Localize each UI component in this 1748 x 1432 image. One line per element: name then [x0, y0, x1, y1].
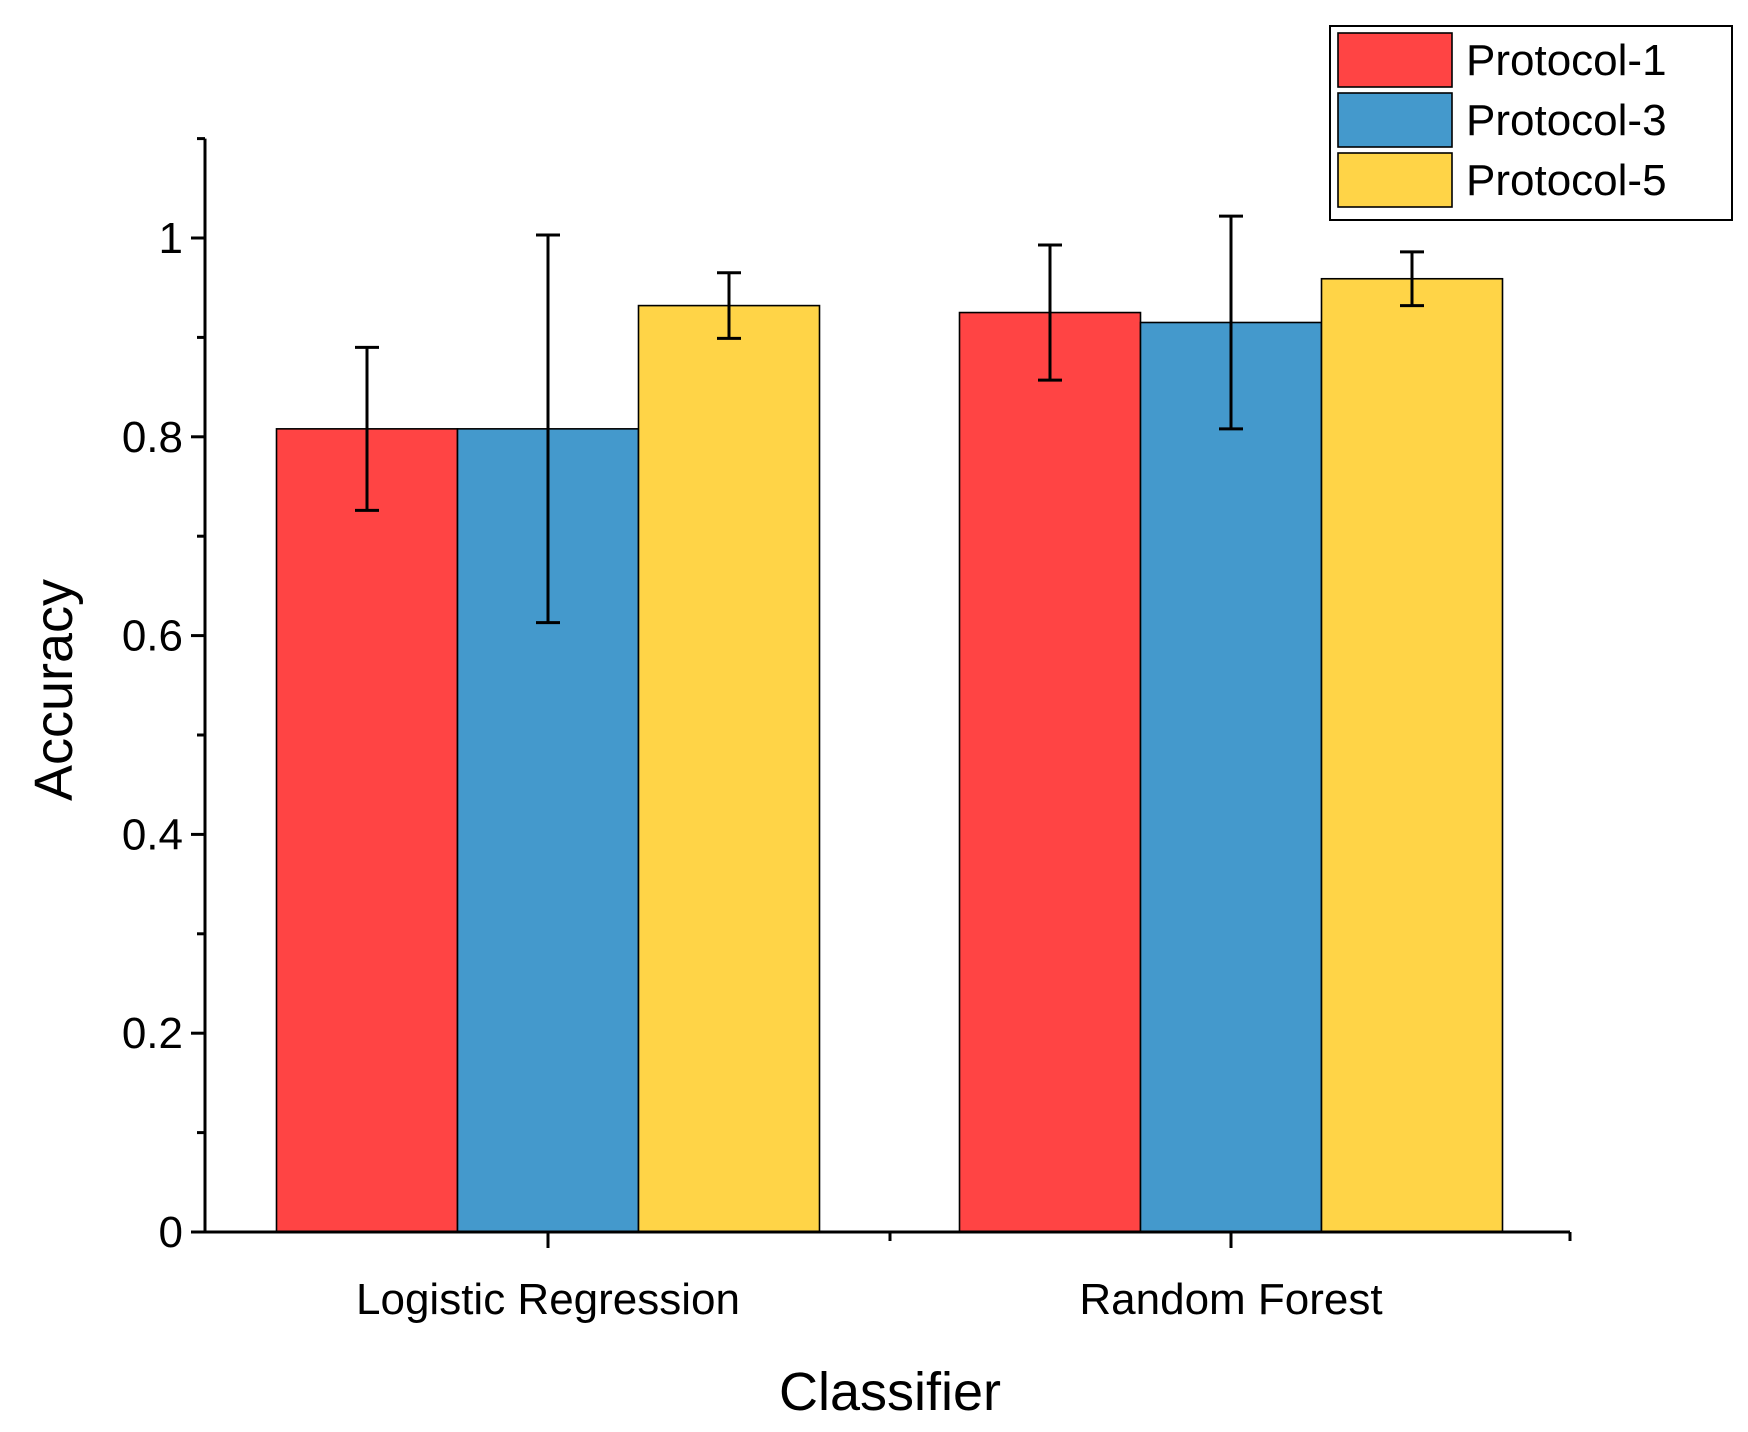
y-tick-label-2: 0.4 — [122, 810, 183, 859]
bars-layer — [275, 277, 1504, 1233]
legend-swatch-1 — [1337, 32, 1453, 88]
bar-protocol-1-0 — [275, 428, 459, 1233]
legend-swatch-3 — [1337, 152, 1453, 208]
legend-label-2: Protocol-3 — [1466, 96, 1667, 145]
bar-protocol-5-1 — [1320, 277, 1504, 1233]
y-tick-label-5: 1 — [159, 214, 183, 263]
x-tick-label-0: Logistic Regression — [356, 1275, 740, 1324]
legend: Protocol-1 Protocol-3 Protocol-5 — [1329, 25, 1733, 221]
bar-protocol-5-0 — [637, 304, 821, 1233]
axes-layer — [191, 137, 1572, 1248]
labels-layer: 0 0.2 0.4 0.6 0.8 1 Logistic Regression Random … — [122, 214, 1383, 1324]
x-axis-title: Classifier — [779, 1362, 1001, 1422]
y-tick-label-4: 0.8 — [122, 413, 183, 462]
x-tick-label-1: Random Forest — [1079, 1275, 1382, 1324]
legend-swatch-2 — [1337, 92, 1453, 148]
legend-label-1: Protocol-1 — [1466, 36, 1667, 85]
y-tick-label-3: 0.6 — [122, 612, 183, 661]
bar-protocol-3-1 — [1139, 321, 1323, 1233]
y-tick-label-0: 0 — [159, 1208, 183, 1257]
bar-protocol-1-1 — [958, 311, 1142, 1233]
error-bars-layer — [355, 214, 1424, 625]
legend-label-3: Protocol-5 — [1466, 156, 1667, 205]
y-tick-label-1: 0.2 — [122, 1009, 183, 1058]
y-axis-title: Accuracy — [24, 579, 84, 801]
